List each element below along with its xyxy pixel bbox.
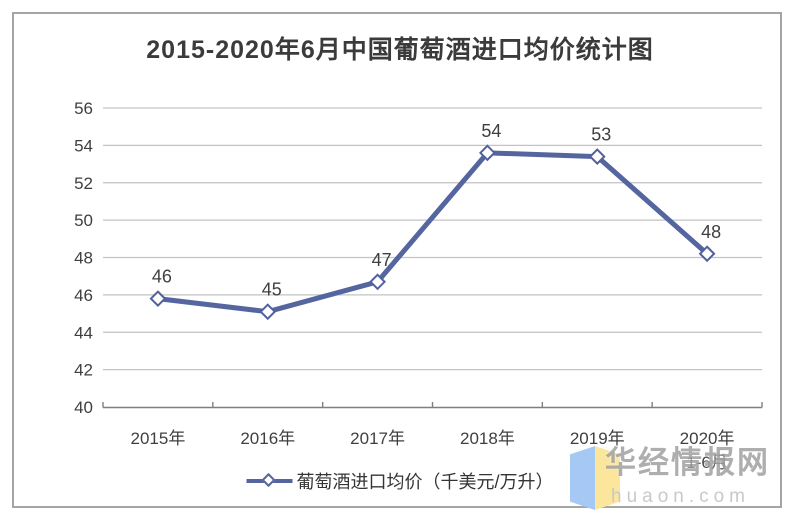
legend-line-diamond-icon <box>246 472 293 489</box>
chart-legend: 葡萄酒进口均价（千美元/万升） <box>246 468 554 494</box>
logo-right-panel <box>595 446 620 510</box>
huaon-logo-icon <box>570 446 620 510</box>
watermark-name: 华经情报网 <box>605 445 770 480</box>
legend-label: 葡萄酒进口均价（千美元/万升） <box>296 472 554 492</box>
chart-title: 2015-2020年6月中国葡萄酒进口均价统计图 <box>146 36 654 64</box>
watermark-domain: huaon.com <box>611 486 751 507</box>
logo-left-panel <box>570 446 595 510</box>
